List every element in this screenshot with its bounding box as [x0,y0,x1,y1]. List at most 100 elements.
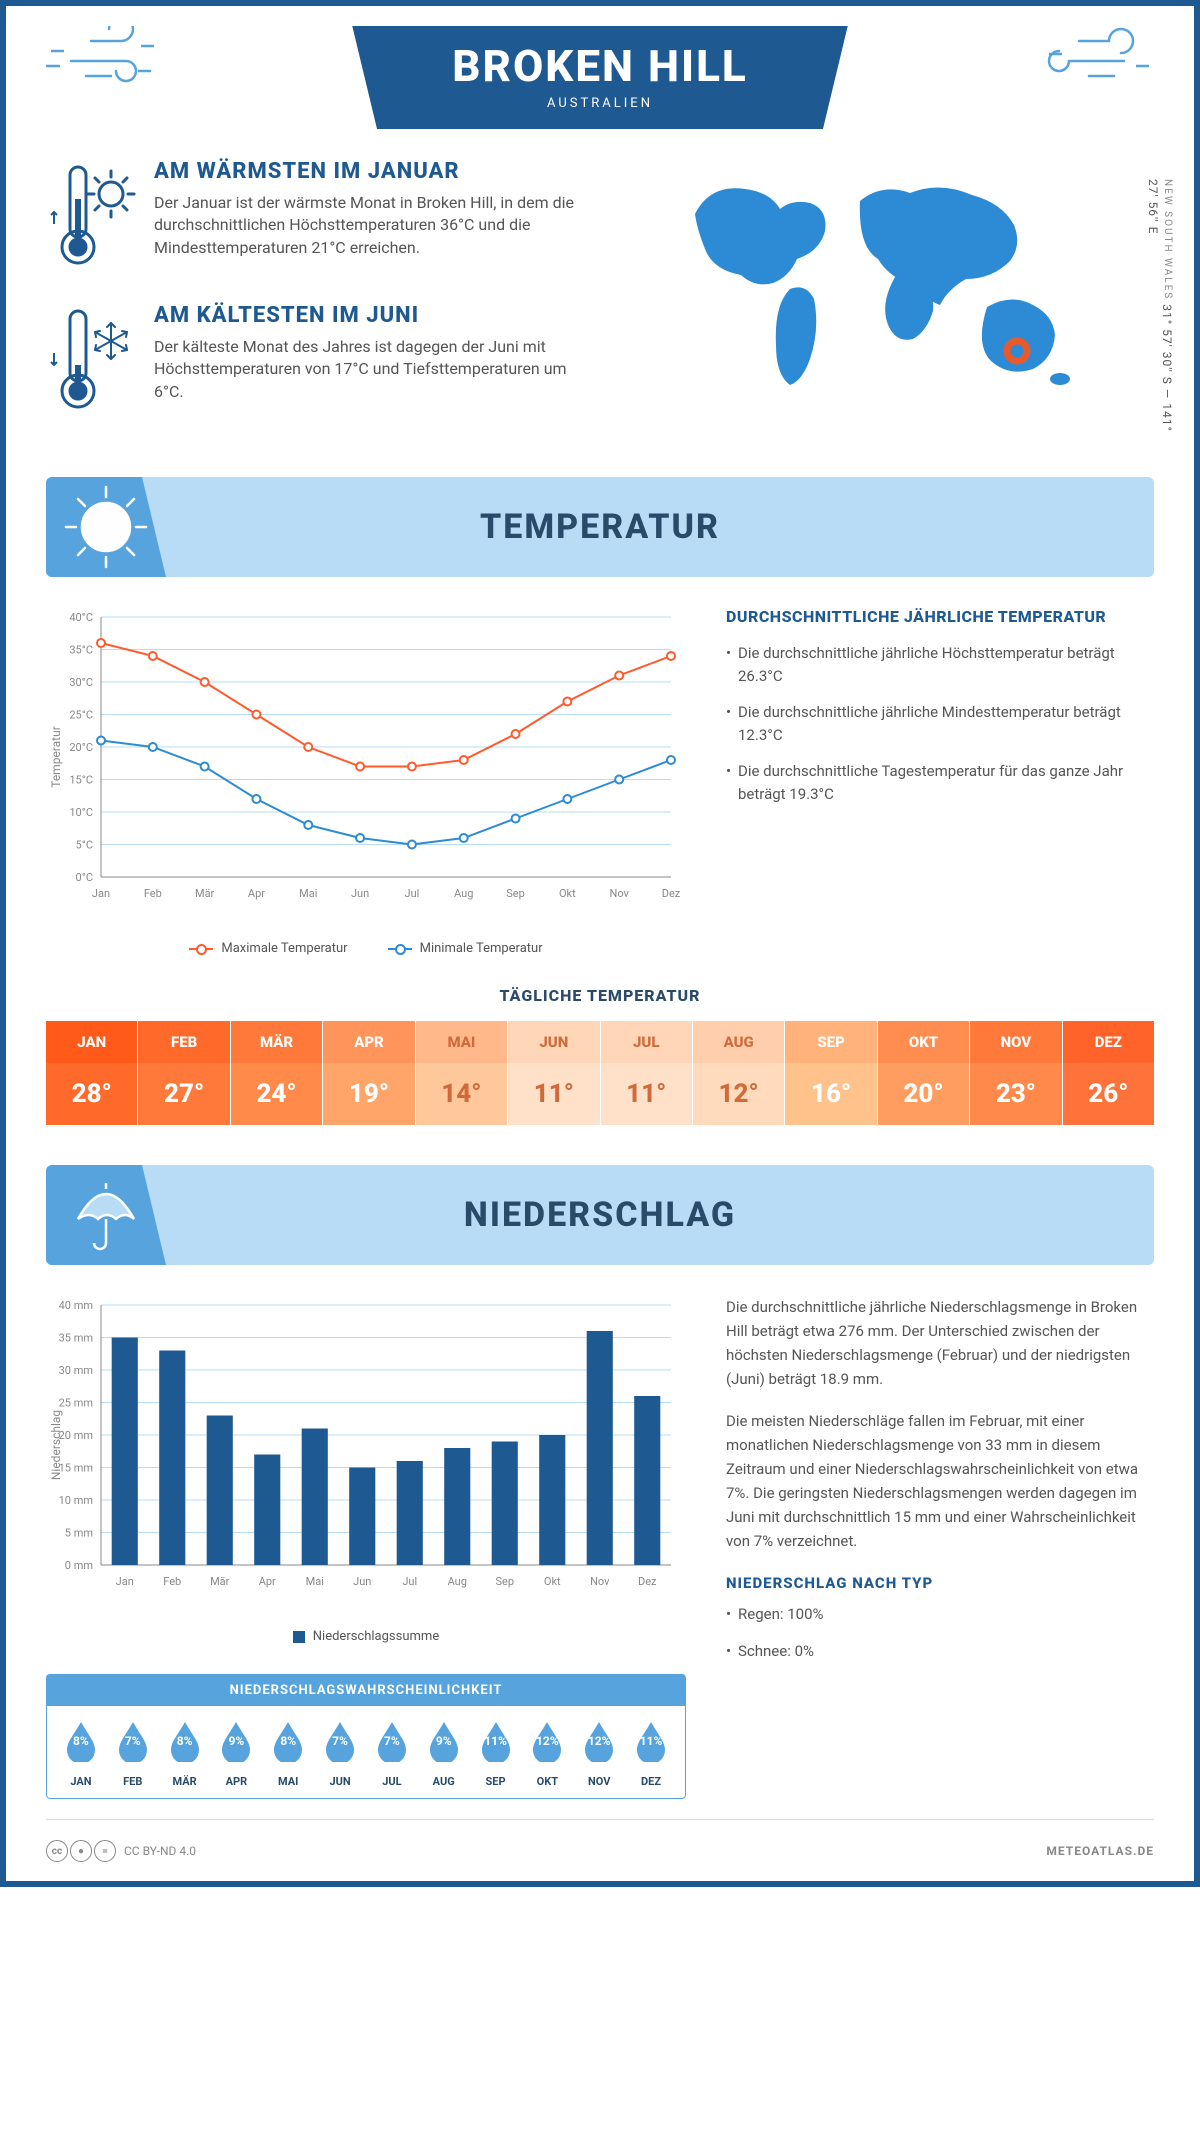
prob-cell: 9%AUG [418,1720,470,1788]
temp-info-title: DURCHSCHNITTLICHE JÄHRLICHE TEMPERATUR [726,607,1154,626]
svg-text:Sep: Sep [495,1575,514,1588]
svg-text:Apr: Apr [259,1575,276,1588]
daily-temp-table: JAN28°FEB27°MÄR24°APR19°MAI14°JUN11°JUL1… [46,1021,1154,1125]
drop-icon: 11% [470,1720,522,1771]
svg-text:Nov: Nov [590,1575,610,1588]
prob-cell: 12%OKT [521,1720,573,1788]
svg-text:35°C: 35°C [69,644,93,657]
temp-chart-legend: Maximale Temperatur Minimale Temperatur [46,941,686,956]
svg-text:Jul: Jul [405,887,420,900]
precip-probability-box: NIEDERSCHLAGSWAHRSCHEINLICHKEIT 8%JAN7%F… [46,1674,686,1799]
section-head-temperature: TEMPERATUR [46,477,1154,577]
precipitation-bar-chart: 0 mm5 mm10 mm15 mm20 mm25 mm30 mm35 mm40… [46,1295,686,1644]
svg-text:40°C: 40°C [69,611,93,624]
fact-cold-title: AM KÄLTESTEN IM JUNI [154,303,585,328]
daily-temp-cell: JUL11° [600,1021,692,1125]
cc-icons: cc ● = [46,1840,116,1862]
svg-text:5 mm: 5 mm [65,1527,93,1540]
drop-icon: 8% [55,1720,107,1771]
prob-cell: 8%JAN [55,1720,107,1788]
fact-coldest: AM KÄLTESTEN IM JUNI Der kälteste Monat … [46,303,585,417]
prob-cell: 12%NOV [573,1720,625,1788]
prob-cell: 8%MÄR [159,1720,211,1788]
by-icon: ● [70,1840,92,1862]
svg-text:Niederschlag: Niederschlag [49,1410,63,1480]
svg-text:10 mm: 10 mm [59,1494,93,1507]
drop-icon: 7% [107,1720,159,1771]
svg-text:Jun: Jun [351,887,369,900]
page-subtitle: AUSTRALIEN [452,96,747,111]
svg-text:Mär: Mär [210,1575,230,1588]
sun-icon [46,477,166,577]
fact-warmest: AM WÄRMSTEN IM JANUAR Der Januar ist der… [46,159,585,273]
drop-icon: 8% [159,1720,211,1771]
fact-warm-title: AM WÄRMSTEN IM JANUAR [154,159,585,184]
svg-text:Mär: Mär [195,887,215,900]
svg-text:15°C: 15°C [69,774,93,787]
svg-text:Okt: Okt [544,1575,561,1588]
prob-cell: 8%MAI [262,1720,314,1788]
cc-icon: cc [46,1840,68,1862]
svg-text:Sep: Sep [506,887,525,900]
precip-type-title: NIEDERSCHLAG NACH TYP [726,1571,1154,1595]
daily-temp-title: TÄGLICHE TEMPERATUR [46,986,1154,1005]
svg-text:30°C: 30°C [69,676,93,689]
svg-text:20 mm: 20 mm [59,1429,93,1442]
temperature-line-chart: 0°C5°C10°C15°C20°C25°C30°C35°C40°CJanFeb… [46,607,686,956]
daily-temp-cell: NOV23° [969,1021,1061,1125]
license-text: CC BY-ND 4.0 [124,1844,196,1858]
svg-text:5°C: 5°C [76,839,93,852]
svg-text:Feb: Feb [144,887,162,900]
svg-text:40 mm: 40 mm [59,1299,93,1312]
svg-text:Apr: Apr [248,887,265,900]
svg-text:Jan: Jan [92,887,110,900]
site-name: METEOATLAS.DE [1046,1844,1154,1858]
svg-text:Feb: Feb [163,1575,181,1588]
section-title-precipitation: NIEDERSCHLAG [464,1195,736,1235]
svg-text:Mai: Mai [306,1575,324,1588]
prob-cell: 7%JUL [366,1720,418,1788]
precip-chart-legend: Niederschlagssumme [46,1629,686,1644]
svg-text:Temperatur: Temperatur [49,726,63,788]
precip-paragraph-2: Die meisten Niederschläge fallen im Febr… [726,1409,1154,1553]
svg-text:Okt: Okt [559,887,576,900]
svg-text:Jun: Jun [353,1575,371,1588]
drop-icon: 8% [262,1720,314,1771]
prob-cell: 7%FEB [107,1720,159,1788]
drop-icon: 7% [314,1720,366,1771]
drop-icon: 11% [625,1720,677,1771]
drop-icon: 9% [210,1720,262,1771]
section-head-precipitation: NIEDERSCHLAG [46,1165,1154,1265]
world-map [665,159,1105,447]
daily-temp-cell: FEB27° [137,1021,229,1125]
prob-cell: 9%APR [210,1720,262,1788]
svg-text:Dez: Dez [638,1575,657,1588]
temp-info-item: Die durchschnittliche jährliche Höchstte… [726,642,1154,687]
fact-cold-text: Der kälteste Monat des Jahres ist dagege… [154,336,585,403]
prob-cell: 7%JUN [314,1720,366,1788]
svg-text:30 mm: 30 mm [59,1364,93,1377]
umbrella-icon [46,1165,166,1265]
svg-text:0 mm: 0 mm [65,1559,93,1572]
daily-temp-cell: MÄR24° [230,1021,322,1125]
daily-temp-cell: AUG12° [692,1021,784,1125]
temp-info-list: Die durchschnittliche jährliche Höchstte… [726,642,1154,805]
daily-temp-cell: DEZ26° [1062,1021,1154,1125]
nd-icon: = [94,1840,116,1862]
prob-title: NIEDERSCHLAGSWAHRSCHEINLICHKEIT [47,1675,685,1706]
precip-type-item: Schnee: 0% [726,1640,1154,1663]
title-banner: BROKEN HILL AUSTRALIEN [352,26,847,129]
temp-info-item: Die durchschnittliche Tagestemperatur fü… [726,760,1154,805]
temp-info-item: Die durchschnittliche jährliche Mindestt… [726,701,1154,746]
svg-text:10°C: 10°C [69,806,93,819]
prob-cell: 11%DEZ [625,1720,677,1788]
svg-text:35 mm: 35 mm [59,1332,93,1345]
svg-text:0°C: 0°C [76,871,93,884]
thermometer-hot-icon [46,159,136,273]
daily-temp-cell: MAI14° [415,1021,507,1125]
svg-text:Jul: Jul [402,1575,417,1588]
drop-icon: 9% [418,1720,470,1771]
thermometer-cold-icon [46,303,136,417]
prob-cell: 11%SEP [470,1720,522,1788]
drop-icon: 7% [366,1720,418,1771]
